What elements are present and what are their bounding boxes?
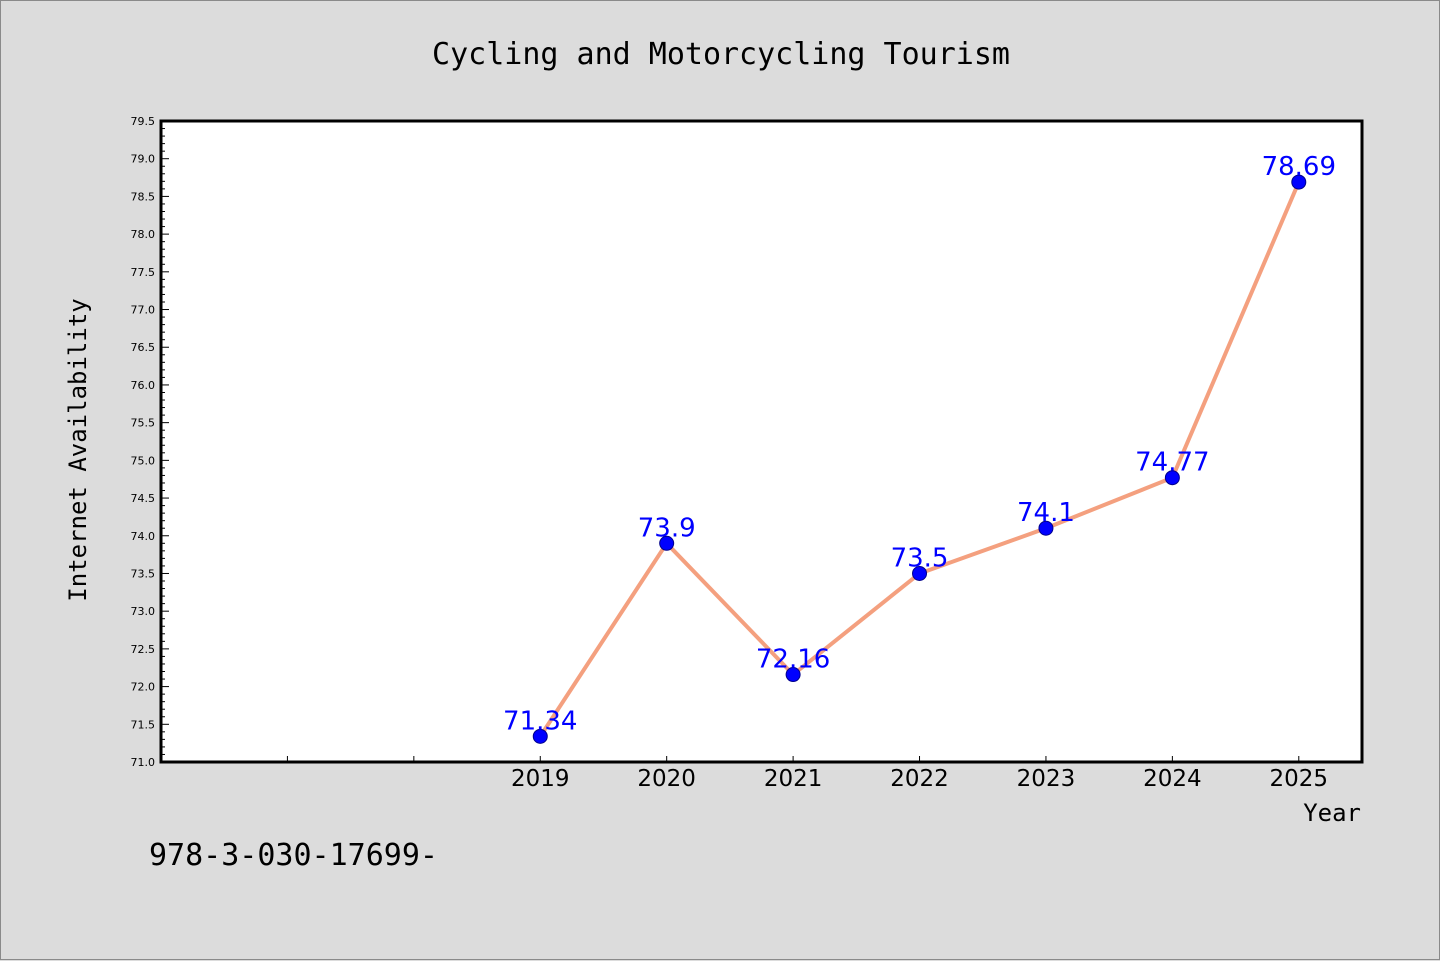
- x-tick-label: 2024: [1143, 766, 1202, 792]
- data-point: [785, 667, 801, 683]
- data-label: 71.34: [503, 706, 577, 736]
- y-tick-label: 78.0: [131, 228, 156, 241]
- x-tick-label: 2022: [890, 766, 949, 792]
- data-point: [1038, 520, 1054, 536]
- y-tick-label: 74.5: [131, 492, 156, 505]
- x-tick-label: 2020: [637, 766, 696, 792]
- data-label: 73.5: [891, 543, 949, 573]
- y-tick-label: 79.0: [131, 153, 156, 166]
- y-tick-label: 76.0: [131, 379, 156, 392]
- footer-isbn-text: 978-3-030-17699-: [149, 838, 438, 873]
- y-axis-label: Internet Availability: [64, 298, 92, 601]
- y-tick-label: 78.5: [131, 190, 156, 203]
- y-axis-ticks: 71.0 71.5 72.0 72.5 73.0 73.5 74.0 74.5 75.0 75.5…: [131, 115, 169, 769]
- y-tick-label: 74.0: [131, 530, 156, 543]
- data-label: 73.9: [638, 513, 696, 543]
- x-tick-label: 2023: [1017, 766, 1076, 792]
- data-point: [1164, 470, 1180, 486]
- x-tick-label: 2025: [1270, 766, 1329, 792]
- data-point: [1291, 174, 1307, 190]
- y-tick-label: 77.5: [131, 266, 156, 279]
- data-label: 74.77: [1135, 448, 1209, 478]
- data-labels-group: 71.34 73.9 72.16 73.5 74.1 74.77 78.69: [503, 152, 1336, 736]
- data-label: 72.16: [756, 645, 830, 675]
- data-point: [912, 565, 928, 581]
- y-tick-label: 72.5: [131, 643, 156, 656]
- x-tick-label: 2019: [511, 766, 570, 792]
- y-tick-label: 73.5: [131, 567, 156, 580]
- y-tick-label: 77.0: [131, 304, 156, 317]
- data-label: 74.1: [1017, 498, 1075, 528]
- x-axis-ticks: 2019 2020 2021 2022 2023 2024 2025: [160, 756, 1329, 792]
- y-tick-label: 71.5: [131, 718, 156, 731]
- y-tick-label: 76.5: [131, 341, 156, 354]
- y-tick-label: 75.5: [131, 417, 156, 430]
- data-point: [532, 728, 548, 744]
- plot-area: [159, 119, 1364, 764]
- data-point: [659, 535, 675, 551]
- data-label: 78.69: [1262, 152, 1336, 182]
- y-tick-label: 71.0: [131, 756, 156, 769]
- x-tick-label: 2021: [764, 766, 823, 792]
- data-points-group: [532, 174, 1307, 744]
- y-tick-label: 72.0: [131, 681, 156, 694]
- x-axis-label: Year: [1303, 799, 1361, 827]
- chart-title: Cycling and Motorcycling Tourism: [432, 37, 1010, 72]
- y-tick-label: 75.0: [131, 454, 156, 467]
- y-tick-label: 73.0: [131, 605, 156, 618]
- y-tick-label: 79.5: [131, 115, 156, 128]
